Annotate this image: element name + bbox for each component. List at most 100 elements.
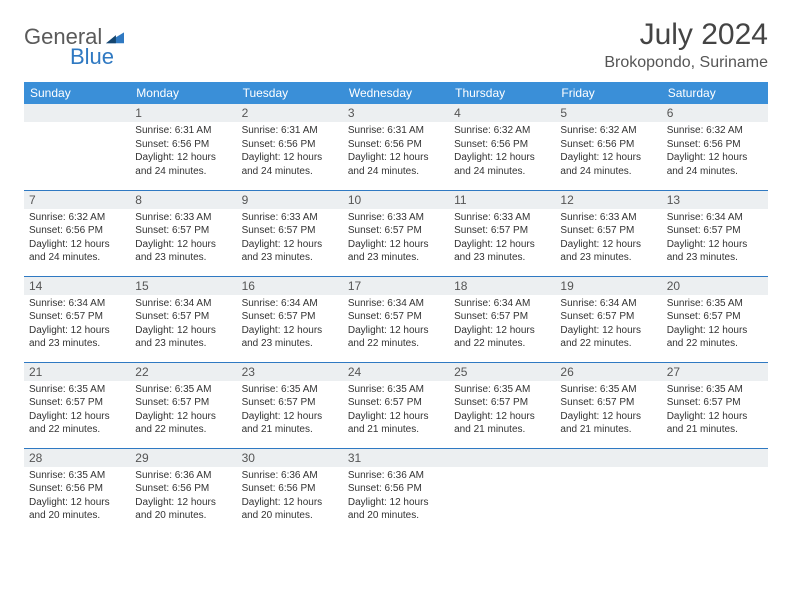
daylight-text: Daylight: 12 hours and 24 minutes. [667,151,763,178]
sunrise-text: Sunrise: 6:35 AM [667,297,763,311]
sunrise-text: Sunrise: 6:34 AM [454,297,550,311]
sunset-text: Sunset: 6:56 PM [135,138,231,152]
daylight-text: Daylight: 12 hours and 23 minutes. [242,238,338,265]
calendar-day-cell: 15Sunrise: 6:34 AMSunset: 6:57 PMDayligh… [130,276,236,362]
calendar-day-cell: 28Sunrise: 6:35 AMSunset: 6:56 PMDayligh… [24,448,130,534]
sunrise-text: Sunrise: 6:31 AM [242,124,338,138]
calendar-day-cell: 3Sunrise: 6:31 AMSunset: 6:56 PMDaylight… [343,104,449,190]
sunset-text: Sunset: 6:57 PM [667,310,763,324]
daylight-text: Daylight: 12 hours and 20 minutes. [242,496,338,523]
calendar-day-cell: 16Sunrise: 6:34 AMSunset: 6:57 PMDayligh… [237,276,343,362]
day-info: Sunrise: 6:35 AMSunset: 6:56 PMDaylight:… [24,467,130,527]
day-number: 26 [555,363,661,381]
sunset-text: Sunset: 6:57 PM [348,310,444,324]
calendar-day-cell: 24Sunrise: 6:35 AMSunset: 6:57 PMDayligh… [343,362,449,448]
sunset-text: Sunset: 6:57 PM [560,396,656,410]
calendar-day-cell: 5Sunrise: 6:32 AMSunset: 6:56 PMDaylight… [555,104,661,190]
calendar-table: SundayMondayTuesdayWednesdayThursdayFrid… [24,82,768,534]
sunset-text: Sunset: 6:57 PM [667,396,763,410]
sunset-text: Sunset: 6:56 PM [454,138,550,152]
sunrise-text: Sunrise: 6:33 AM [454,211,550,225]
day-info: Sunrise: 6:35 AMSunset: 6:57 PMDaylight:… [237,381,343,441]
sunrise-text: Sunrise: 6:36 AM [135,469,231,483]
day-info: Sunrise: 6:32 AMSunset: 6:56 PMDaylight:… [662,122,768,182]
calendar-week-row: 1Sunrise: 6:31 AMSunset: 6:56 PMDaylight… [24,104,768,190]
calendar-day-cell: 22Sunrise: 6:35 AMSunset: 6:57 PMDayligh… [130,362,236,448]
sunrise-text: Sunrise: 6:33 AM [348,211,444,225]
sunset-text: Sunset: 6:57 PM [242,310,338,324]
sunset-text: Sunset: 6:56 PM [667,138,763,152]
sunrise-text: Sunrise: 6:35 AM [29,469,125,483]
location-label: Brokopondo, Suriname [604,54,768,72]
calendar-day-cell: 2Sunrise: 6:31 AMSunset: 6:56 PMDaylight… [237,104,343,190]
sunset-text: Sunset: 6:57 PM [135,224,231,238]
day-info: Sunrise: 6:34 AMSunset: 6:57 PMDaylight:… [24,295,130,355]
day-info: Sunrise: 6:36 AMSunset: 6:56 PMDaylight:… [237,467,343,527]
day-number: 28 [24,449,130,467]
sunset-text: Sunset: 6:56 PM [348,138,444,152]
day-info: Sunrise: 6:35 AMSunset: 6:57 PMDaylight:… [449,381,555,441]
calendar-day-cell: 30Sunrise: 6:36 AMSunset: 6:56 PMDayligh… [237,448,343,534]
day-info: Sunrise: 6:35 AMSunset: 6:57 PMDaylight:… [555,381,661,441]
day-number [555,449,661,467]
daylight-text: Daylight: 12 hours and 24 minutes. [454,151,550,178]
calendar-day-cell: 21Sunrise: 6:35 AMSunset: 6:57 PMDayligh… [24,362,130,448]
daylight-text: Daylight: 12 hours and 21 minutes. [348,410,444,437]
day-number: 15 [130,277,236,295]
weekday-header: Wednesday [343,82,449,104]
daylight-text: Daylight: 12 hours and 23 minutes. [29,324,125,351]
sunset-text: Sunset: 6:56 PM [242,138,338,152]
sunrise-text: Sunrise: 6:35 AM [454,383,550,397]
calendar-week-row: 7Sunrise: 6:32 AMSunset: 6:56 PMDaylight… [24,190,768,276]
calendar-week-row: 28Sunrise: 6:35 AMSunset: 6:56 PMDayligh… [24,448,768,534]
calendar-day-cell: 1Sunrise: 6:31 AMSunset: 6:56 PMDaylight… [130,104,236,190]
calendar-day-cell [555,448,661,534]
calendar-day-cell: 7Sunrise: 6:32 AMSunset: 6:56 PMDaylight… [24,190,130,276]
day-info: Sunrise: 6:31 AMSunset: 6:56 PMDaylight:… [237,122,343,182]
day-number: 24 [343,363,449,381]
day-info: Sunrise: 6:32 AMSunset: 6:56 PMDaylight:… [555,122,661,182]
page-title: July 2024 [604,18,768,52]
day-info: Sunrise: 6:34 AMSunset: 6:57 PMDaylight:… [237,295,343,355]
sunrise-text: Sunrise: 6:33 AM [242,211,338,225]
sunset-text: Sunset: 6:56 PM [560,138,656,152]
sunrise-text: Sunrise: 6:35 AM [560,383,656,397]
day-info: Sunrise: 6:34 AMSunset: 6:57 PMDaylight:… [555,295,661,355]
calendar-day-cell: 10Sunrise: 6:33 AMSunset: 6:57 PMDayligh… [343,190,449,276]
day-number: 17 [343,277,449,295]
sunrise-text: Sunrise: 6:34 AM [348,297,444,311]
day-number: 9 [237,191,343,209]
weekday-header: Sunday [24,82,130,104]
day-info: Sunrise: 6:33 AMSunset: 6:57 PMDaylight:… [130,209,236,269]
daylight-text: Daylight: 12 hours and 20 minutes. [348,496,444,523]
logo-text-blue: Blue [70,44,114,70]
day-number: 18 [449,277,555,295]
day-info: Sunrise: 6:32 AMSunset: 6:56 PMDaylight:… [24,209,130,269]
day-info: Sunrise: 6:33 AMSunset: 6:57 PMDaylight:… [555,209,661,269]
daylight-text: Daylight: 12 hours and 24 minutes. [560,151,656,178]
sunset-text: Sunset: 6:57 PM [454,310,550,324]
day-number: 3 [343,104,449,122]
sunset-text: Sunset: 6:56 PM [348,482,444,496]
calendar-day-cell: 20Sunrise: 6:35 AMSunset: 6:57 PMDayligh… [662,276,768,362]
day-number: 4 [449,104,555,122]
sunset-text: Sunset: 6:57 PM [348,396,444,410]
day-info: Sunrise: 6:35 AMSunset: 6:57 PMDaylight:… [130,381,236,441]
daylight-text: Daylight: 12 hours and 21 minutes. [560,410,656,437]
day-info: Sunrise: 6:36 AMSunset: 6:56 PMDaylight:… [343,467,449,527]
daylight-text: Daylight: 12 hours and 24 minutes. [348,151,444,178]
sunset-text: Sunset: 6:57 PM [454,224,550,238]
day-number: 25 [449,363,555,381]
sunset-text: Sunset: 6:57 PM [348,224,444,238]
day-info: Sunrise: 6:33 AMSunset: 6:57 PMDaylight:… [343,209,449,269]
day-number: 2 [237,104,343,122]
day-number: 22 [130,363,236,381]
calendar-week-row: 21Sunrise: 6:35 AMSunset: 6:57 PMDayligh… [24,362,768,448]
sunrise-text: Sunrise: 6:33 AM [560,211,656,225]
day-number [24,104,130,122]
sunset-text: Sunset: 6:56 PM [135,482,231,496]
sunset-text: Sunset: 6:57 PM [242,396,338,410]
title-block: July 2024 Brokopondo, Suriname [604,18,768,72]
calendar-day-cell: 23Sunrise: 6:35 AMSunset: 6:57 PMDayligh… [237,362,343,448]
day-number [662,449,768,467]
